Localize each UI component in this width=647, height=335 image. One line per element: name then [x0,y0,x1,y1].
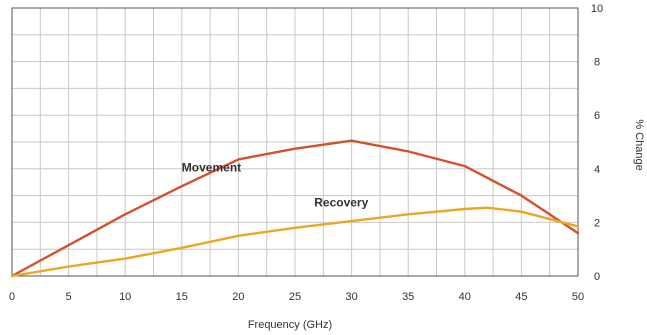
y-axis-ticks: 0 2 4 6 8 10 [591,3,603,283]
x-tick-label: 35 [402,291,414,303]
x-tick-label: 20 [232,291,244,303]
series-line-recovery [10,206,580,278]
y-tick-label: 6 [594,110,600,122]
x-tick-label: 40 [459,291,471,303]
series-line-movement [10,139,580,278]
y-tick-label: 10 [591,3,603,15]
x-tick-label: 25 [289,291,301,303]
y-axis-title: % Change [633,119,645,170]
y-tick-label: 0 [594,271,600,283]
series-label-movement: Movement [182,160,241,174]
x-tick-label: 5 [66,291,72,303]
x-axis-ticks: 0 5 10 15 20 25 30 35 40 45 50 [9,291,584,303]
y-tick-label: 2 [594,217,600,229]
series-label-recovery: Recovery [314,195,368,209]
x-axis-title: Frequency (GHz) [248,319,332,331]
x-tick-label: 0 [9,291,15,303]
plot-frame [11,7,579,277]
x-tick-label: 30 [345,291,357,303]
x-tick-label: 15 [176,291,188,303]
x-tick-label: 45 [515,291,527,303]
y-tick-label: 4 [594,164,600,176]
x-tick-label: 10 [119,291,131,303]
grid [11,7,579,277]
y-tick-label: 8 [594,57,600,69]
x-tick-label: 50 [572,291,584,303]
series-labels: Movement Recovery [182,160,369,209]
series-layer [10,139,580,278]
